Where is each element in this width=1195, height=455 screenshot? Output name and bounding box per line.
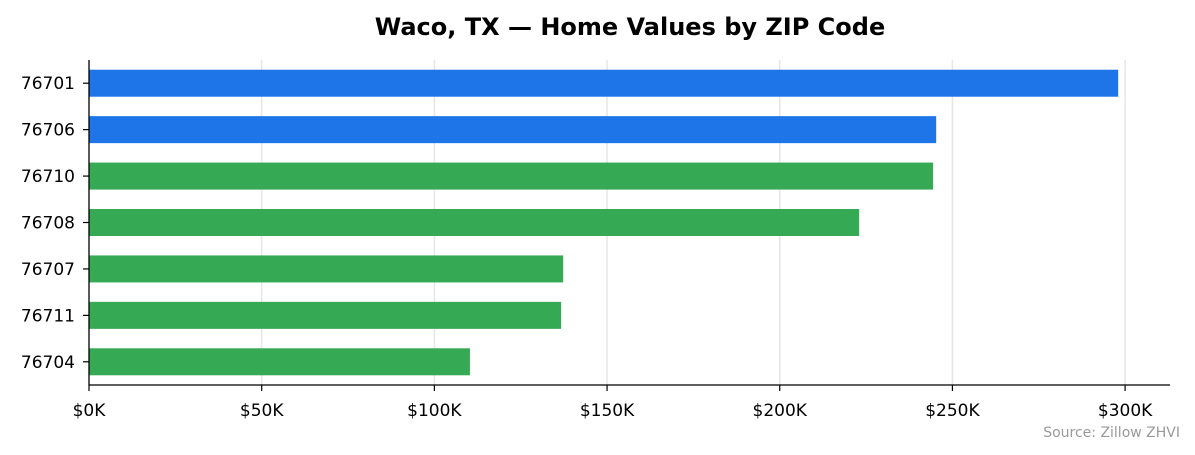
bar-76704 <box>89 348 470 376</box>
y-tick-label: 76708 <box>21 214 75 234</box>
y-tick-label: 76704 <box>21 353 75 373</box>
y-tick-label: 76711 <box>21 306 75 326</box>
x-tick-label: $100K <box>407 401 462 421</box>
x-tick-label: $200K <box>753 401 808 421</box>
y-tick-label: 76706 <box>21 121 75 141</box>
bar-76711 <box>89 301 562 329</box>
y-tick-label: 76707 <box>21 260 75 280</box>
chart-title: Waco, TX — Home Values by ZIP Code <box>375 13 886 41</box>
bar-76708 <box>89 209 860 236</box>
bar-76706 <box>89 116 937 144</box>
y-tick-label: 76701 <box>21 74 75 94</box>
x-tick-label: $50K <box>240 401 284 421</box>
x-tick-label: $300K <box>1098 401 1153 421</box>
bar-76707 <box>89 255 564 283</box>
y-tick-label: 76710 <box>21 167 75 187</box>
bar-76701 <box>89 69 1119 97</box>
x-tick-label: $150K <box>580 401 635 421</box>
x-tick-label: $250K <box>925 401 980 421</box>
x-tick-label: $0K <box>73 401 107 421</box>
source-note: Source: Zillow ZHVI <box>1043 425 1180 441</box>
bar-76710 <box>89 162 934 190</box>
